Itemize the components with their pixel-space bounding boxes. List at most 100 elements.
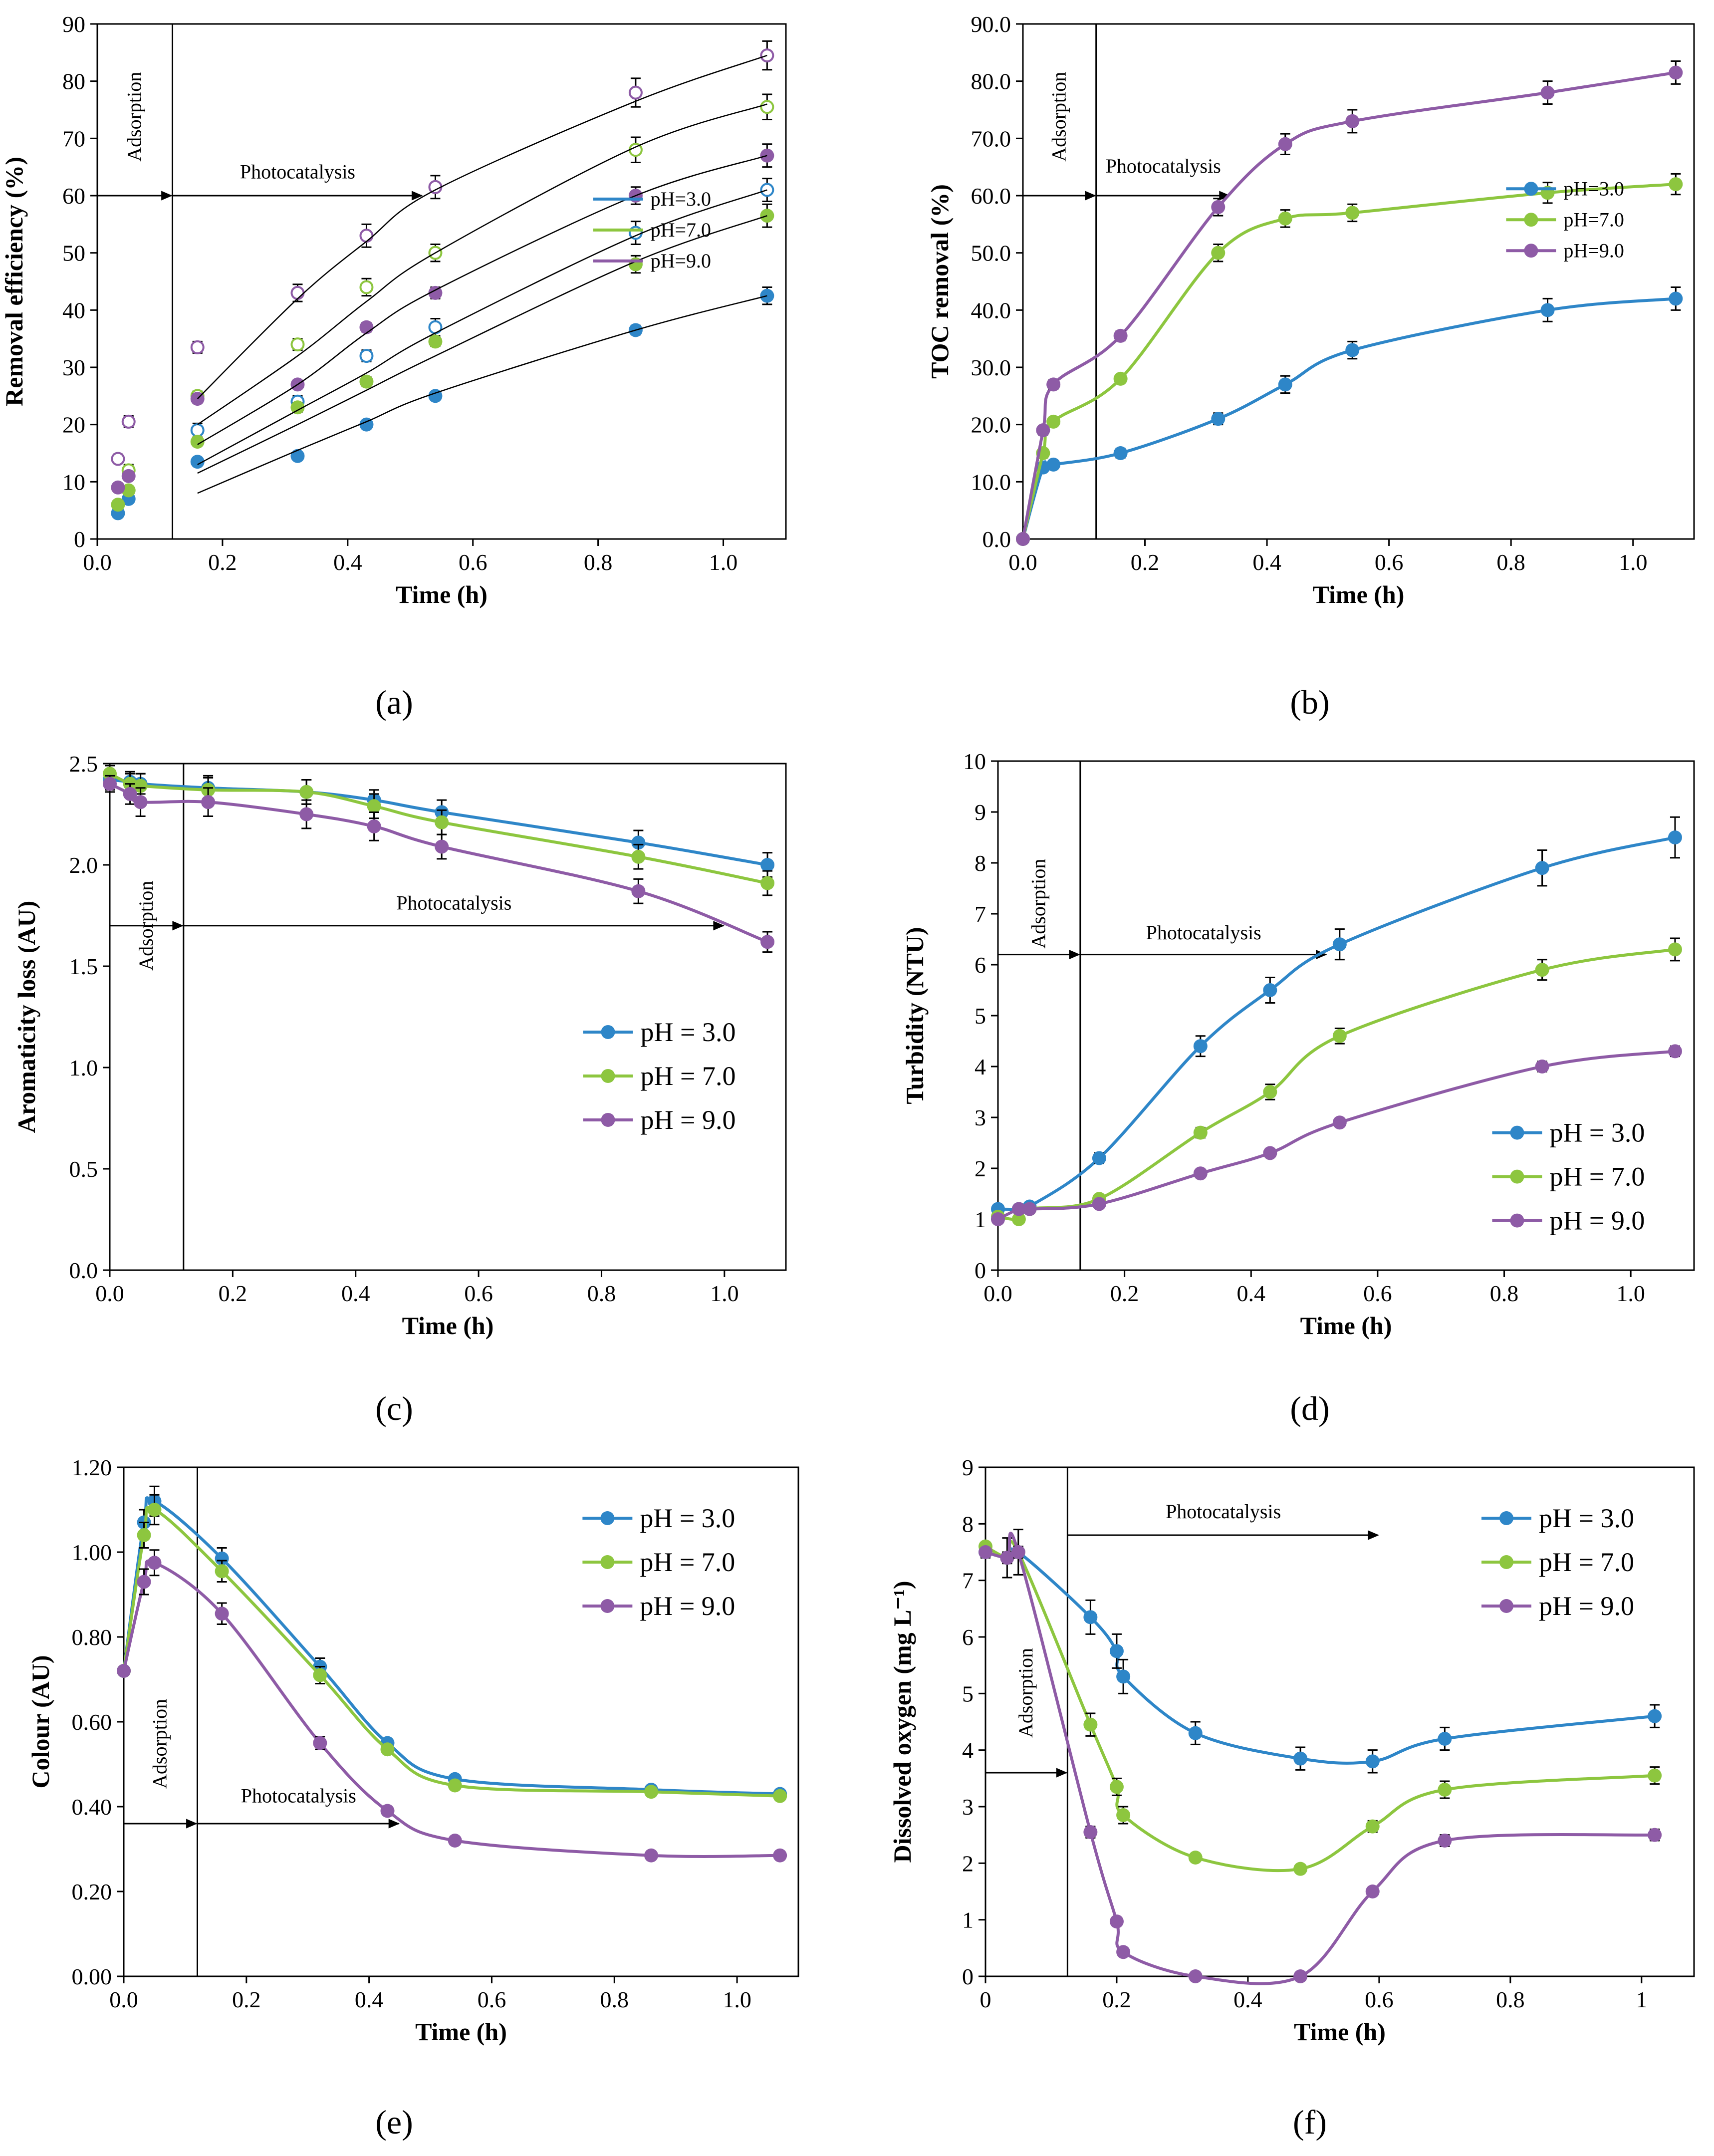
x-tick-label: 0.4 xyxy=(1237,1281,1266,1306)
data-point xyxy=(290,337,305,352)
series xyxy=(117,1494,787,1803)
photocatalysis-arrow-head xyxy=(388,1819,400,1829)
data-point xyxy=(299,807,314,821)
y-tick-label: 7 xyxy=(962,1568,974,1594)
y-tick-label: 0.00 xyxy=(72,1964,112,1989)
data-point xyxy=(1109,1780,1124,1794)
data-point xyxy=(1113,446,1128,460)
data-point xyxy=(359,417,374,432)
data-point xyxy=(1188,1851,1203,1865)
photocatalysis-label: Photocatalysis xyxy=(1166,1500,1281,1523)
chart-b: 0.0 0.2 0.4 0.6 0.8 1.0 0.0 10.0 20.0 30.0 40.0 50.… xyxy=(926,11,1695,721)
y-axis-title: Removal efficiency (%) xyxy=(0,157,28,406)
data-point xyxy=(215,1607,229,1621)
legend-swatch-marker xyxy=(600,1599,615,1613)
series xyxy=(1016,286,1683,546)
plot-frame xyxy=(109,763,787,1271)
adsorption-label: Adsorption xyxy=(1047,72,1070,162)
data-point xyxy=(1345,343,1360,357)
data-point xyxy=(137,1528,151,1542)
data-point xyxy=(190,435,205,449)
series xyxy=(197,54,767,399)
data-point xyxy=(1293,1862,1308,1876)
data-point xyxy=(215,1564,229,1579)
data-point xyxy=(1083,1825,1098,1839)
data-point xyxy=(290,285,305,300)
y-tick-label: 0 xyxy=(962,1964,974,1989)
panel-label: (e) xyxy=(375,2103,413,2141)
data-point xyxy=(1046,377,1061,392)
y-tick-label: 30 xyxy=(62,355,85,380)
data-point xyxy=(760,48,774,63)
data-point xyxy=(1345,206,1360,220)
data-point xyxy=(1263,983,1277,997)
legend: pH=3.0 pH=7.0 pH=9.0 xyxy=(1506,177,1624,262)
y-tick-label: 3 xyxy=(962,1794,974,1820)
y-tick-label: 1.5 xyxy=(69,954,98,979)
data-point xyxy=(428,285,443,300)
data-point xyxy=(1332,1029,1347,1043)
x-tick-label: 1.0 xyxy=(709,549,738,575)
data-point xyxy=(359,229,374,243)
legend-swatch-marker xyxy=(1524,244,1538,258)
data-point xyxy=(448,1834,462,1848)
legend-label: pH = 9.0 xyxy=(1549,1205,1645,1235)
data-point xyxy=(1648,1828,1662,1842)
data-point xyxy=(1540,85,1555,100)
y-tick-label: 0.40 xyxy=(72,1794,112,1820)
x-axis-title: Time (h) xyxy=(415,2018,507,2046)
y-tick-label: 10 xyxy=(62,469,85,495)
chart-e: 0.0 0.2 0.4 0.6 0.8 1.0 0.00 0.20 0.40 0.60 0.80 1.… xyxy=(26,1455,799,2141)
y-tick-label: 10 xyxy=(963,749,986,774)
legend-label: pH = 9.0 xyxy=(641,1105,736,1135)
series-line xyxy=(197,54,767,399)
data-point xyxy=(121,483,136,498)
x-tick-label: 0.8 xyxy=(1490,1281,1519,1306)
y-axis-title: Dissolved oxygen (mg L⁻¹) xyxy=(888,1581,916,1863)
y-tick-label: 1.00 xyxy=(72,1540,112,1565)
data-point xyxy=(1211,200,1225,214)
data-point xyxy=(290,400,305,415)
legend-label: pH = 7.0 xyxy=(1549,1161,1645,1191)
data-point xyxy=(359,280,374,294)
x-tick-label: 0.0 xyxy=(83,549,112,575)
data-point xyxy=(299,785,314,799)
y-tick-label: 0 xyxy=(975,1258,986,1283)
data-point xyxy=(1046,414,1061,429)
x-tick-label: 0.4 xyxy=(341,1281,370,1306)
data-point xyxy=(1193,1166,1208,1181)
legend-label: pH = 7.0 xyxy=(640,1547,735,1577)
data-point xyxy=(631,849,646,864)
legend: pH = 3.0 pH = 7.0 pH = 9.0 xyxy=(1481,1503,1634,1621)
data-point xyxy=(428,334,443,349)
data-point xyxy=(380,1804,395,1818)
y-tick-label: 8 xyxy=(962,1511,974,1537)
x-tick-label: 0.8 xyxy=(600,1987,629,2012)
chart-c: 0.0 0.2 0.4 0.6 0.8 1.0 0.0 0.5 1.0 1.5 2.0 2.5 Time… xyxy=(12,751,787,1427)
data-point xyxy=(1022,1202,1037,1216)
x-tick-label: 1.0 xyxy=(1619,549,1648,575)
data-point xyxy=(111,452,125,466)
x-tick-label: 0.4 xyxy=(333,549,362,575)
y-tick-label: 4 xyxy=(975,1054,986,1079)
data-point xyxy=(1668,1044,1682,1059)
legend-swatch-marker xyxy=(601,1025,615,1039)
data-point xyxy=(644,1848,659,1863)
data-point xyxy=(1669,291,1683,306)
data-point xyxy=(1535,861,1549,875)
y-tick-label: 5 xyxy=(975,1003,986,1029)
data-point xyxy=(359,349,374,363)
series xyxy=(111,203,774,512)
data-point xyxy=(760,100,774,114)
data-point xyxy=(137,1575,151,1589)
chart-f: 0 0.2 0.4 0.6 0.8 1 0 1 2 3 4 5 6 7 8 9 Time (h) Dissolve… xyxy=(888,1455,1695,2141)
data-point xyxy=(1109,1644,1124,1658)
data-point xyxy=(1438,1834,1452,1848)
x-tick-label: 0.8 xyxy=(1496,549,1525,575)
data-point xyxy=(435,815,449,829)
photocatalysis-label: Photocatalysis xyxy=(241,1785,356,1807)
data-point xyxy=(1668,830,1682,844)
data-point xyxy=(359,374,374,389)
data-point xyxy=(1278,137,1292,151)
data-point xyxy=(1113,328,1128,343)
